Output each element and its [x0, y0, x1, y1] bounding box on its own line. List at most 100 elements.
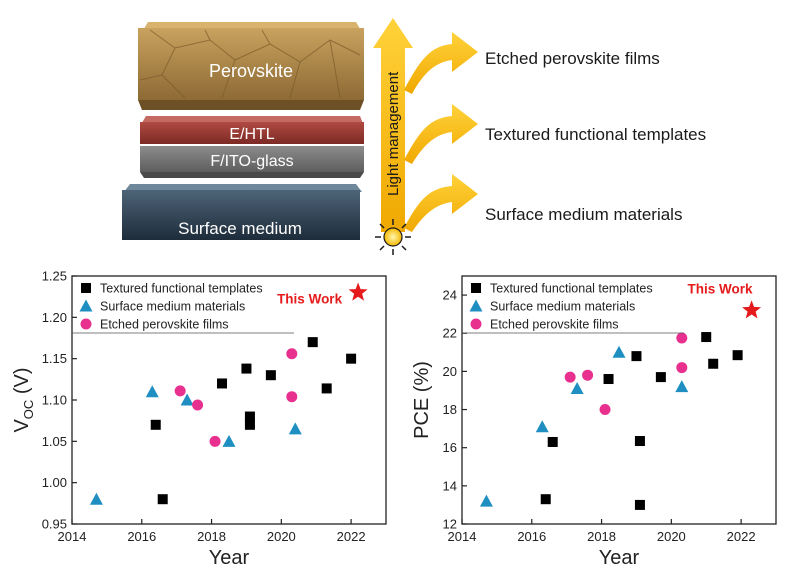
legend-label: Textured functional templates	[490, 282, 653, 296]
data-point-square	[241, 363, 252, 374]
data-point-circle	[174, 385, 186, 397]
data-point-square	[150, 419, 161, 430]
surface-medium-layer: Surface medium	[122, 184, 362, 240]
data-point-circle	[599, 404, 611, 416]
data-point-triangle	[288, 422, 302, 435]
sun-icon	[375, 219, 411, 255]
legend-marker-circle	[470, 318, 482, 330]
light-management-label: Light management	[385, 71, 402, 196]
y-tick-label: 1.05	[42, 434, 67, 449]
legend-marker-square	[471, 283, 481, 293]
x-tick-label: 2020	[267, 529, 296, 544]
y-axis-label: PCE (%)	[411, 361, 433, 439]
y-tick-label: 1.00	[42, 475, 67, 490]
legend-marker-triangle	[469, 299, 483, 312]
data-point-triangle	[222, 434, 236, 447]
x-tick-label: 2014	[448, 529, 477, 544]
output-label-textured: Textured functional templates	[485, 125, 706, 144]
surface-medium-label: Surface medium	[178, 219, 302, 238]
data-point-square	[701, 332, 712, 343]
legend-label: Etched perovskite films	[490, 318, 619, 332]
data-point-square	[708, 358, 719, 369]
data-point-square	[217, 378, 228, 389]
legend-label: Textured functional templates	[100, 282, 263, 296]
fito-layer: F/ITO-glass	[140, 146, 364, 178]
branch-arrow-top	[404, 32, 478, 94]
data-point-circle	[286, 391, 298, 403]
legend-marker-square	[81, 283, 91, 293]
light-management-arrow: Light management	[373, 18, 413, 232]
y-tick-label: 22	[443, 326, 457, 341]
data-point-circle	[192, 399, 204, 411]
pce-chart: 2014 2016 2018 2020 202212141618202224YearPC…	[411, 275, 777, 569]
x-axis-label: Year	[599, 547, 640, 569]
data-point-circle	[286, 348, 298, 360]
x-tick-label: 2014	[58, 529, 87, 544]
data-point-square	[346, 353, 357, 364]
data-point-triangle	[479, 494, 493, 507]
legend-label: Surface medium materials	[490, 300, 635, 314]
y-tick-label: 1.15	[42, 351, 67, 366]
this-work-star	[348, 282, 368, 301]
device-diagram: Perovskite E/HTL F/ITO-glass Surface med…	[122, 18, 706, 255]
y-tick-label: 12	[443, 517, 457, 532]
data-point-triangle	[612, 345, 626, 358]
plot-frame	[461, 275, 777, 525]
x-tick-label: 2022	[727, 529, 756, 544]
perovskite-label: Perovskite	[209, 61, 293, 81]
branch-arrow-bottom	[404, 174, 478, 232]
x-tick-label: 2018	[197, 529, 226, 544]
data-point-triangle	[535, 420, 549, 433]
y-tick-label: 20	[443, 364, 457, 379]
x-tick-label: 2016	[127, 529, 156, 544]
perovskite-layer: Perovskite	[138, 22, 364, 110]
data-point-square	[732, 350, 743, 361]
y-tick-label: 0.95	[42, 517, 67, 532]
y-tick-label: 16	[443, 440, 457, 455]
data-point-square	[321, 383, 332, 394]
output-label-etched: Etched perovskite films	[485, 49, 660, 68]
data-point-square	[307, 337, 318, 348]
legend-marker-triangle	[79, 299, 93, 312]
y-tick-label: 1.20	[42, 310, 67, 325]
data-point-circle	[676, 362, 688, 374]
data-point-circle	[676, 332, 688, 344]
output-label-surface: Surface medium materials	[485, 205, 682, 224]
this-work-label: This Work	[277, 292, 343, 307]
x-tick-label: 2016	[517, 529, 546, 544]
x-tick-label: 2018	[587, 529, 616, 544]
data-point-square	[547, 436, 558, 447]
y-tick-label: 1.25	[42, 269, 67, 284]
data-point-circle	[209, 435, 221, 447]
data-point-square	[655, 372, 666, 383]
data-point-circle	[582, 369, 594, 381]
legend-label: Etched perovskite films	[100, 318, 229, 332]
data-point-square	[540, 494, 551, 505]
data-point-triangle	[180, 393, 194, 406]
data-point-square	[157, 494, 168, 505]
x-axis-label: Year	[209, 547, 250, 569]
data-point-square	[244, 419, 255, 430]
this-work-label: This Work	[688, 281, 754, 296]
ehtl-label: E/HTL	[229, 126, 274, 143]
fito-label: F/ITO-glass	[210, 153, 293, 170]
y-axis-label: VOC (V)	[11, 367, 36, 432]
data-point-square	[265, 370, 276, 381]
ehtl-layer: E/HTL	[140, 116, 364, 144]
voc-chart: 2014 2016 2018 2020 2022 0.95 1.00 1.05 1.10 1.15…	[11, 269, 387, 569]
y-tick-label: 18	[443, 402, 457, 417]
data-point-square	[634, 436, 645, 447]
data-point-square	[603, 374, 614, 385]
data-point-triangle	[145, 385, 159, 398]
data-point-square	[631, 351, 642, 362]
y-tick-label: 1.10	[42, 393, 67, 408]
y-tick-label: 24	[443, 288, 457, 303]
data-point-triangle	[570, 382, 584, 395]
data-point-circle	[564, 371, 576, 383]
y-tick-label: 14	[443, 478, 457, 493]
data-point-triangle	[89, 492, 103, 505]
data-point-square	[244, 411, 255, 422]
legend-marker-circle	[80, 318, 92, 330]
data-point-triangle	[675, 380, 689, 393]
